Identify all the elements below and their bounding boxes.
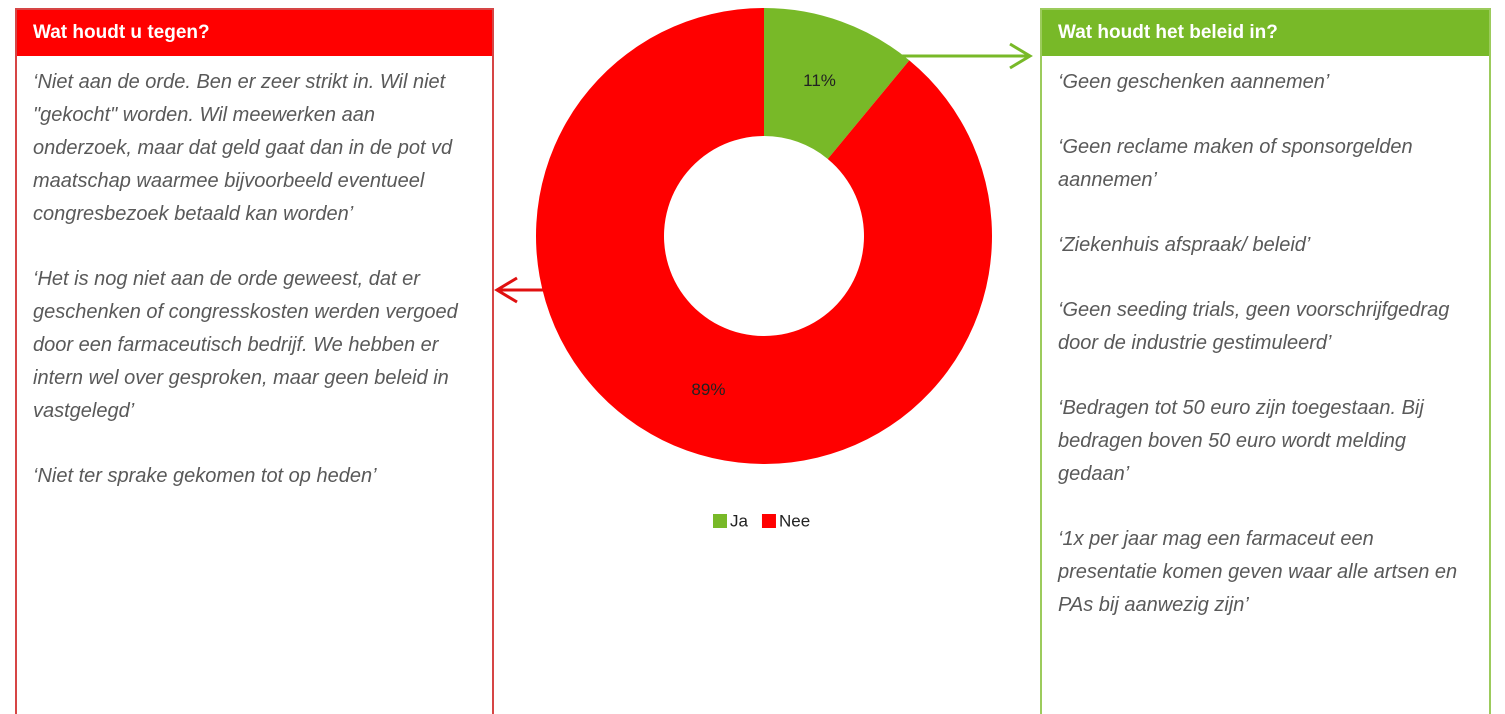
legend-swatch xyxy=(713,514,727,528)
slice xyxy=(764,8,910,159)
right-panel: Wat houdt het beleid in? ‘Geen geschenke… xyxy=(1040,8,1491,714)
chart: 11% 89% Ja Nee xyxy=(494,8,1033,530)
left-panel: Wat houdt u tegen? ‘Niet aan de orde. Be… xyxy=(15,8,494,714)
panel-title: Wat houdt u tegen? xyxy=(17,10,492,56)
quote: ‘1x per jaar mag een farmaceut een prese… xyxy=(1058,528,1458,616)
quote: ‘Niet aan de orde. Ben er zeer strikt in… xyxy=(33,71,453,225)
legend-label: Ja xyxy=(730,511,749,530)
red-arrow xyxy=(494,276,546,304)
quote: ‘Niet ter sprake gekomen tot op heden’ xyxy=(33,465,377,487)
quote: ‘Bedragen tot 50 euro zijn toegestaan. B… xyxy=(1058,397,1424,485)
quote: ‘Geen seeding trials, geen voorschrijfge… xyxy=(1058,299,1450,354)
quotes: ‘Geen geschenken aannemen’ ‘Geen reclame … xyxy=(1042,56,1489,622)
data-label: 11% xyxy=(803,71,836,90)
legend-swatch xyxy=(761,514,776,528)
quote: ‘Ziekenhuis afspraak/ beleid’ xyxy=(1058,234,1311,256)
legend-label: Nee xyxy=(779,511,810,530)
data-label: 89% xyxy=(691,380,725,399)
quote: ‘Geen geschenken aannemen’ xyxy=(1058,71,1330,93)
slice xyxy=(535,8,992,464)
quotes: ‘Niet aan de orde. Ben er zeer strikt in… xyxy=(17,56,492,493)
panel-title: Wat houdt het beleid in? xyxy=(1042,10,1489,56)
quote: ‘Geen reclame maken of sponsorgelden aan… xyxy=(1058,136,1413,191)
quote: ‘Het is nog niet aan de orde geweest, da… xyxy=(33,268,458,422)
